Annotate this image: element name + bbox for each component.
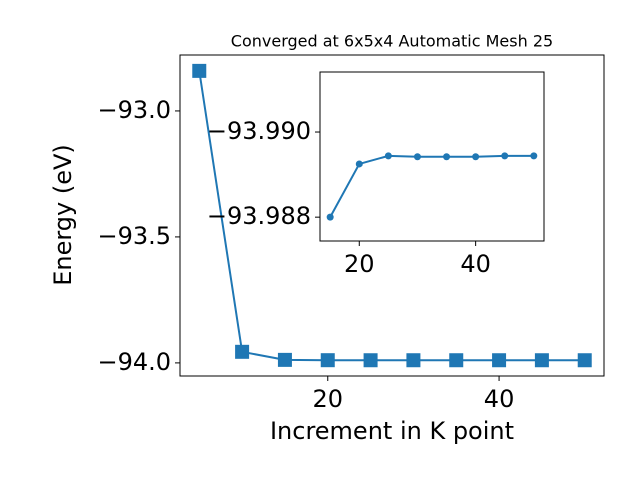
series-line	[198, 70, 585, 362]
marker	[413, 153, 421, 161]
marker	[577, 353, 592, 368]
marker	[192, 63, 207, 78]
x-tick-label: 40	[460, 250, 491, 278]
marker	[449, 353, 464, 368]
marker	[235, 344, 250, 359]
y-tick-label: −93.988	[207, 202, 311, 230]
marker	[406, 353, 421, 368]
y-axis-label: Energy (eV)	[49, 144, 77, 286]
series-line	[329, 154, 534, 218]
marker	[277, 352, 292, 367]
x-tick-label: 40	[484, 385, 515, 413]
marker	[492, 353, 507, 368]
x-tick-label: 20	[312, 385, 343, 413]
y-tick-label: −93.0	[97, 96, 171, 124]
y-tick-label: −93.5	[97, 222, 171, 250]
x-axis-label: Increment in K point	[270, 417, 514, 445]
marker	[320, 353, 335, 368]
marker	[384, 152, 392, 160]
y-tick-label: −94.0	[97, 348, 171, 376]
marker	[534, 353, 549, 368]
marker	[363, 353, 378, 368]
marker	[355, 160, 363, 168]
y-tick-label: −93.990	[207, 117, 311, 145]
marker	[472, 153, 480, 161]
x-tick-label: 20	[344, 250, 375, 278]
marker	[530, 152, 538, 160]
chart-title: Converged at 6x5x4 Automatic Mesh 25	[231, 32, 553, 51]
marker	[326, 213, 334, 221]
marker	[501, 152, 509, 160]
marker	[443, 153, 451, 161]
